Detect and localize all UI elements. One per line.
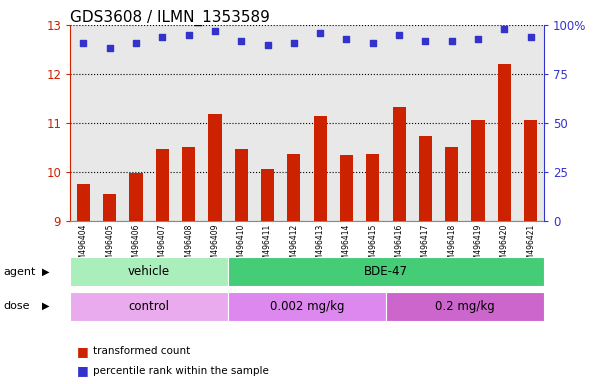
Point [342, 36, 351, 42]
Point [447, 38, 456, 44]
Point [499, 26, 509, 32]
Text: BDE-47: BDE-47 [364, 265, 408, 278]
Bar [261, 169, 274, 221]
Text: 0.2 mg/kg: 0.2 mg/kg [435, 300, 495, 313]
Point [473, 36, 483, 42]
Point [158, 34, 167, 40]
Text: percentile rank within the sample: percentile rank within the sample [93, 366, 269, 376]
Bar [208, 114, 222, 221]
Bar [524, 121, 537, 221]
Point [525, 34, 535, 40]
Bar [392, 107, 406, 221]
Point [315, 30, 325, 36]
Bar [445, 147, 458, 221]
Bar [235, 149, 248, 221]
Text: ▶: ▶ [42, 266, 49, 277]
Point [236, 38, 246, 44]
Bar [130, 173, 142, 221]
Text: ■: ■ [76, 364, 88, 377]
Bar [70, 292, 228, 321]
Bar [70, 257, 228, 286]
Text: ▶: ▶ [42, 301, 49, 311]
Point [263, 41, 273, 48]
Point [105, 45, 115, 51]
Bar [228, 257, 544, 286]
Point [210, 28, 220, 34]
Bar [386, 292, 544, 321]
Bar [287, 154, 301, 221]
Bar [182, 147, 196, 221]
Bar [103, 194, 116, 221]
Point [368, 40, 378, 46]
Bar [77, 184, 90, 221]
Bar [313, 116, 327, 221]
Bar [498, 64, 511, 221]
Point [394, 32, 404, 38]
Point [420, 38, 430, 44]
Bar [156, 149, 169, 221]
Text: GDS3608 / ILMN_1353589: GDS3608 / ILMN_1353589 [70, 10, 270, 26]
Point [289, 40, 299, 46]
Bar [228, 292, 386, 321]
Text: ■: ■ [76, 345, 88, 358]
Text: dose: dose [3, 301, 29, 311]
Bar [419, 136, 432, 221]
Bar [366, 154, 379, 221]
Text: vehicle: vehicle [128, 265, 170, 278]
Bar [472, 121, 485, 221]
Bar [340, 155, 353, 221]
Point [79, 40, 89, 46]
Text: control: control [129, 300, 170, 313]
Text: agent: agent [3, 266, 35, 277]
Text: 0.002 mg/kg: 0.002 mg/kg [270, 300, 344, 313]
Point [131, 40, 141, 46]
Text: transformed count: transformed count [93, 346, 191, 356]
Point [184, 32, 194, 38]
